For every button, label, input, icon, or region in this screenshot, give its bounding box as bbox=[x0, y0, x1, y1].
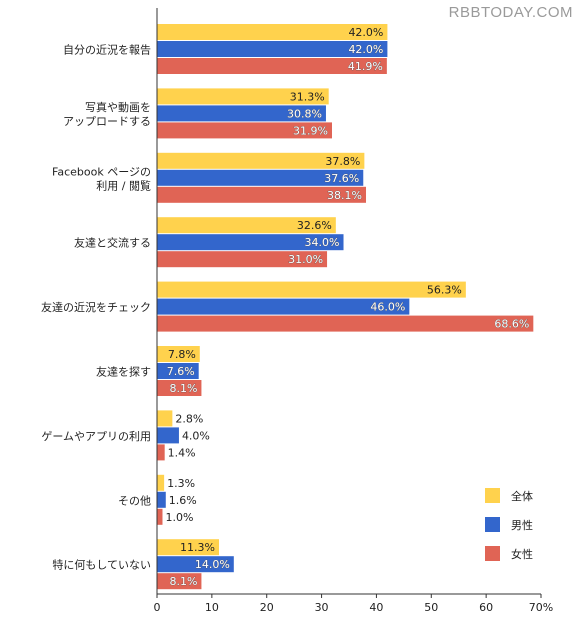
value-label: 46.0% bbox=[370, 301, 405, 314]
bar-all bbox=[157, 217, 336, 234]
bar-male bbox=[157, 234, 344, 251]
value-label: 1.3% bbox=[167, 477, 195, 490]
bar-female bbox=[157, 58, 387, 74]
value-label: 8.1% bbox=[169, 382, 197, 395]
value-label: 11.3% bbox=[180, 541, 215, 554]
bar-female bbox=[157, 508, 163, 525]
legend-label: 全体 bbox=[511, 489, 533, 503]
bar-all bbox=[157, 24, 388, 40]
bar-female bbox=[157, 186, 367, 203]
bar-all bbox=[157, 346, 200, 362]
value-label: 32.6% bbox=[297, 219, 332, 232]
value-label: 4.0% bbox=[182, 429, 210, 442]
x-tick-label: 10 bbox=[205, 601, 219, 614]
value-label: 41.9% bbox=[348, 60, 383, 73]
bar-all bbox=[157, 88, 329, 105]
category-label: 写真や動画をアップロードする bbox=[63, 100, 151, 128]
bar-all bbox=[157, 152, 365, 169]
bar-female bbox=[157, 444, 165, 461]
bar-all bbox=[157, 281, 466, 298]
bar-female bbox=[157, 251, 328, 268]
legend-swatch-female bbox=[485, 546, 500, 561]
value-label: 31.3% bbox=[290, 90, 325, 103]
category-label: 自分の近況を報告 bbox=[63, 43, 151, 57]
value-label: 7.8% bbox=[168, 348, 196, 361]
bar-female bbox=[157, 380, 202, 396]
value-label: 31.9% bbox=[293, 124, 328, 137]
value-label: 42.0% bbox=[348, 43, 383, 56]
value-label: 68.6% bbox=[494, 318, 529, 331]
legend-swatch-all bbox=[485, 488, 500, 503]
bar-female bbox=[157, 573, 202, 590]
value-label: 30.8% bbox=[287, 107, 322, 120]
bar-male bbox=[157, 491, 166, 508]
bar-all bbox=[157, 474, 165, 491]
value-label: 31.0% bbox=[288, 253, 323, 266]
bar-male bbox=[157, 41, 388, 57]
watermark: RBBTODAY.COM bbox=[448, 4, 573, 21]
category-label: その他 bbox=[118, 494, 151, 507]
bars bbox=[157, 24, 534, 590]
value-label: 2.8% bbox=[175, 412, 203, 425]
bar-male bbox=[157, 556, 234, 573]
value-label: 7.6% bbox=[167, 365, 195, 378]
value-label: 42.0% bbox=[348, 26, 383, 39]
x-tick-label: 60 bbox=[479, 601, 493, 614]
value-label: 37.6% bbox=[324, 172, 359, 185]
value-label: 8.1% bbox=[169, 575, 197, 588]
x-tick-label: 40 bbox=[369, 601, 383, 614]
value-label: 14.0% bbox=[195, 558, 230, 571]
category-label: Facebook ページの利用 / 閲覧 bbox=[52, 165, 151, 192]
value-label: 34.0% bbox=[305, 236, 340, 249]
x-tick-label: 30 bbox=[315, 601, 329, 614]
bar-male bbox=[157, 427, 179, 444]
value-label: 38.1% bbox=[327, 189, 362, 202]
value-label: 56.3% bbox=[427, 284, 462, 297]
value-label: 1.0% bbox=[165, 511, 193, 524]
category-label: ゲームやアプリの利用 bbox=[41, 430, 151, 443]
bar-male bbox=[157, 298, 410, 315]
bar-all bbox=[157, 539, 219, 556]
bar-male bbox=[157, 105, 326, 122]
value-label: 1.4% bbox=[168, 446, 196, 459]
category-label: 友達と交流する bbox=[74, 236, 151, 250]
x-tick-label: 50 bbox=[424, 601, 438, 614]
legend-label: 男性 bbox=[511, 518, 533, 532]
bar-all bbox=[157, 410, 173, 427]
x-tick-label: 0 bbox=[154, 601, 161, 614]
value-label: 1.6% bbox=[169, 494, 197, 507]
legend-label: 女性 bbox=[511, 547, 533, 561]
x-tick-label: 70% bbox=[529, 601, 553, 614]
category-label: 友達を探す bbox=[96, 365, 151, 379]
value-labels: 42.0% 42.0% 41.9% 31.3% 30.8% 31.9% 37.8% 37.6%… bbox=[165, 26, 529, 589]
value-label: 37.8% bbox=[325, 155, 360, 168]
axes: 0 10 20 30 40 50 60 70% bbox=[154, 8, 553, 614]
category-label: 友達の近況をチェック bbox=[41, 300, 151, 314]
bar-male bbox=[157, 169, 364, 186]
legend-swatch-male bbox=[485, 517, 500, 532]
bar-male bbox=[157, 363, 199, 379]
x-tick-label: 20 bbox=[260, 601, 274, 614]
category-label: 特に何もしていない bbox=[52, 558, 151, 572]
bar-female bbox=[157, 122, 332, 139]
bar-female bbox=[157, 315, 534, 332]
